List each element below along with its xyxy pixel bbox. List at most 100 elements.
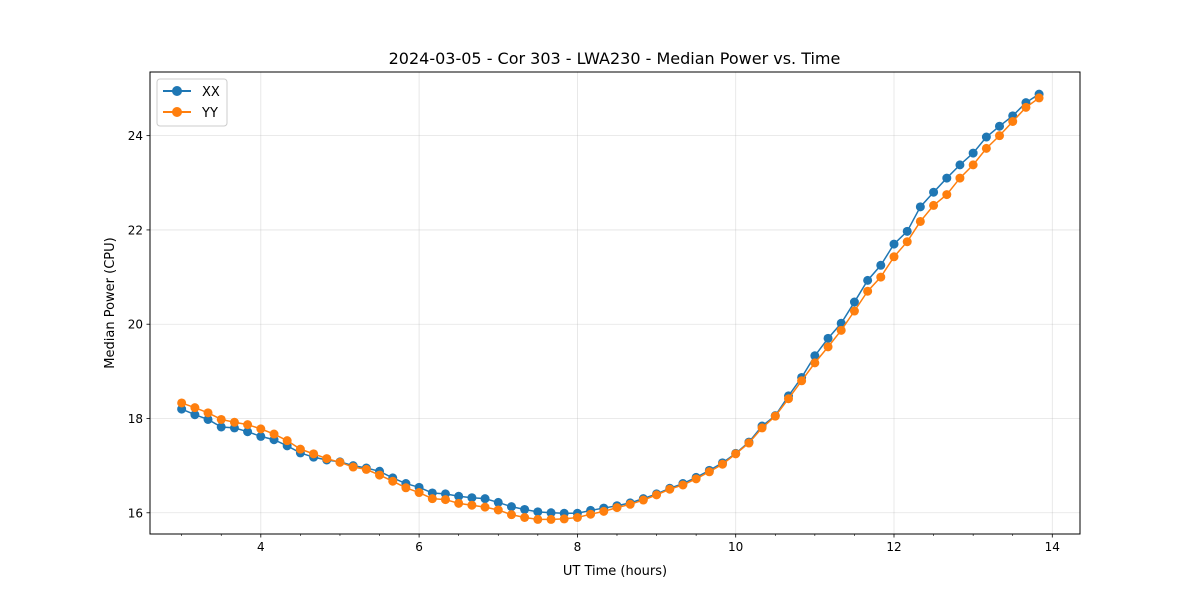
data-point-yy (1008, 117, 1018, 126)
plot-frame (149, 71, 1081, 535)
x-tick-label: 6 (415, 540, 423, 554)
data-point-yy (915, 216, 925, 226)
data-point-yy (599, 506, 609, 516)
legend-marker-yy (172, 107, 182, 117)
data-point-xx (454, 491, 464, 501)
y-tick-label: 16 (128, 506, 143, 520)
data-point-xx (863, 275, 873, 285)
grid-lines (150, 72, 1080, 534)
data-point-yy (863, 286, 873, 296)
data-point-yy (401, 483, 411, 493)
chart-title: 2024-03-05 - Cor 303 - LWA230 - Median P… (389, 49, 841, 68)
data-point-yy (322, 454, 332, 464)
data-point-yy (955, 173, 965, 183)
data-point-yy (849, 306, 859, 316)
data-point-yy (190, 403, 200, 413)
data-point-yy (836, 325, 846, 335)
data-point-yy (216, 414, 226, 424)
data-point-yy (295, 444, 305, 454)
legend: XX YY (156, 78, 228, 127)
data-point-yy (717, 459, 727, 469)
legend-label-yy: YY (201, 106, 218, 121)
data-point-xx (823, 333, 833, 343)
axis-ticks: 4 6 8 10 12 14 16 18 20 22 24 (128, 129, 1060, 554)
data-point-yy (638, 495, 648, 505)
data-point-yy (929, 200, 939, 210)
data-point-yy (731, 449, 741, 459)
data-point-yy (269, 429, 279, 439)
data-point-xx (256, 431, 266, 441)
data-point-yy (1021, 102, 1031, 112)
y-tick-label: 22 (128, 223, 143, 237)
data-point-xx (810, 351, 820, 361)
data-point-yy (968, 160, 978, 170)
x-tick-label: 8 (574, 540, 582, 554)
data-point-xx (243, 427, 253, 437)
data-point-yy (876, 272, 886, 282)
data-point-xx (929, 187, 939, 197)
x-tick-label: 10 (728, 540, 743, 554)
data-point-yy (375, 470, 385, 480)
data-point-yy (942, 190, 952, 200)
y-axis-label: Median Power (CPU) (103, 237, 118, 368)
data-point-yy (335, 457, 345, 467)
data-point-xx (876, 260, 886, 270)
data-point-xx (902, 226, 912, 236)
data-point-yy (533, 514, 543, 524)
data-point-yy (704, 467, 714, 477)
x-tick-label: 14 (1045, 540, 1060, 554)
data-point-yy (1034, 93, 1044, 103)
data-point-xx (493, 497, 503, 507)
data-point-yy (981, 143, 991, 153)
data-point-xx (546, 508, 556, 518)
legend-label-xx: XX (202, 85, 220, 100)
y-tick-label: 20 (128, 318, 143, 332)
data-point-yy (678, 480, 688, 490)
data-point-xx (955, 160, 965, 170)
data-point-yy (427, 494, 437, 504)
data-point-yy (440, 495, 450, 505)
data-point-yy (480, 502, 490, 512)
data-point-yy (691, 474, 701, 484)
data-point-yy (612, 503, 622, 513)
data-point-xx (889, 239, 899, 249)
data-point-yy (177, 398, 187, 408)
data-point-yy (744, 438, 754, 448)
data-point-yy (467, 500, 477, 510)
data-point-yy (493, 505, 503, 515)
data-point-xx (849, 297, 859, 307)
x-tick-label: 4 (257, 540, 265, 554)
data-point-xx (190, 410, 200, 420)
data-point-yy (652, 490, 662, 500)
data-point-xx (915, 202, 925, 212)
data-point-yy (454, 498, 464, 508)
data-point-xx (203, 414, 213, 424)
data-point-xx (216, 422, 226, 432)
data-point-yy (665, 484, 675, 494)
data-point-xx (995, 121, 1005, 131)
data-point-xx (836, 318, 846, 328)
data-point-xx (520, 504, 530, 514)
data-point-yy (797, 376, 807, 386)
data-point-yy (783, 394, 793, 404)
data-point-yy (414, 488, 424, 498)
y-tick-label: 18 (128, 412, 143, 426)
data-point-yy (823, 342, 833, 352)
data-point-yy (361, 464, 371, 474)
data-point-yy (770, 411, 780, 421)
data-point-xx (981, 132, 991, 142)
data-point-yy (243, 420, 253, 430)
data-point-yy (559, 514, 569, 524)
data-point-yy (810, 358, 820, 368)
data-point-yy (572, 513, 582, 522)
data-point-yy (309, 449, 319, 459)
data-point-yy (506, 510, 516, 520)
data-point-yy (889, 252, 899, 262)
series-layer (177, 89, 1044, 524)
data-point-yy (902, 237, 912, 247)
y-tick-label: 24 (128, 129, 143, 143)
data-point-yy (586, 509, 596, 519)
data-point-yy (388, 476, 398, 486)
data-point-yy (348, 462, 358, 472)
